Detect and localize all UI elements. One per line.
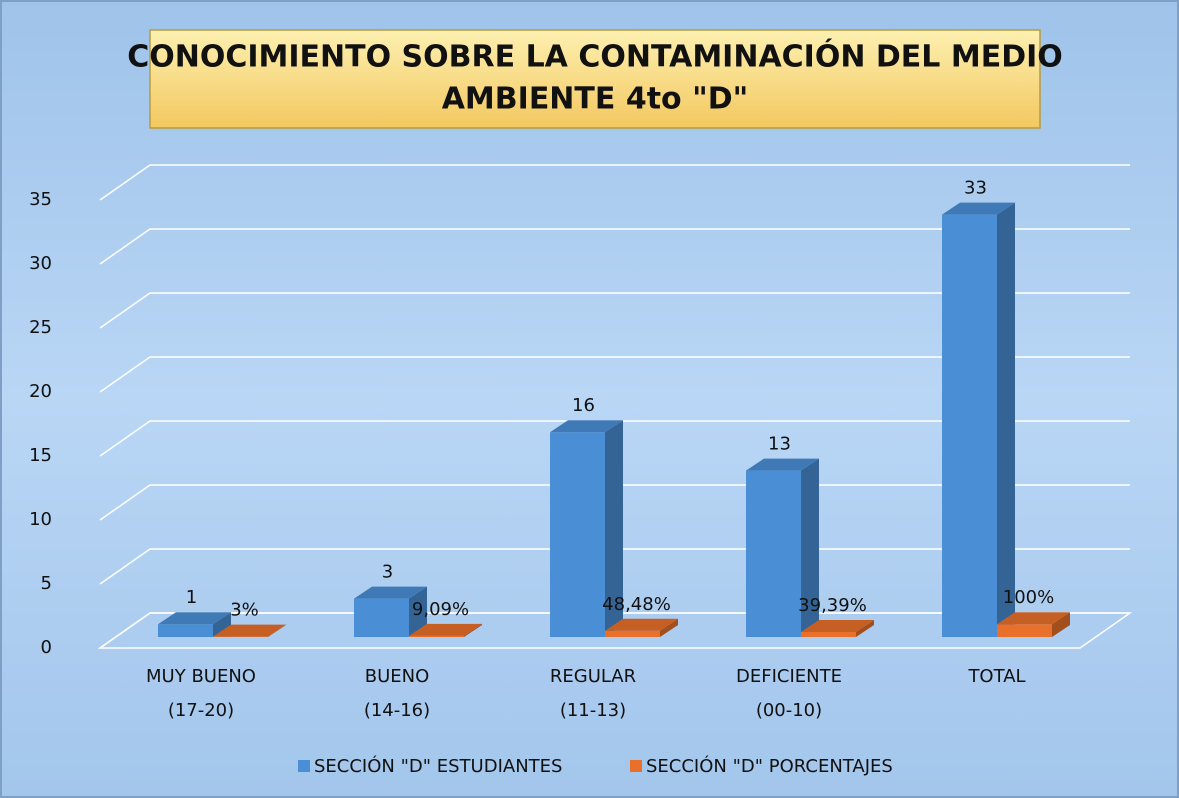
bar [550, 420, 623, 637]
grid-line [99, 228, 1130, 265]
chart-title: AMBIENTE 4to "D" [442, 82, 749, 117]
data-label: 3 [382, 562, 393, 583]
bar-face [550, 432, 605, 637]
bar-face [213, 612, 231, 637]
title-box [149, 29, 1041, 129]
x-tick-label: (11-13) [560, 700, 626, 721]
bar-face [942, 202, 1015, 215]
x-tick-label: REGULAR [550, 666, 636, 687]
data-label: 3% [230, 600, 259, 621]
chart-title: CONOCIMIENTO SOBRE LA CONTAMINACIÓN DEL … [127, 38, 1063, 75]
bar-face [605, 630, 660, 637]
data-label: 13 [768, 434, 791, 455]
legend-swatch [298, 760, 310, 772]
bar-face [801, 458, 819, 637]
grid-line [99, 356, 1130, 393]
bar [746, 458, 819, 637]
bar-face [660, 618, 678, 637]
bar-face [213, 624, 286, 637]
bar [605, 618, 678, 637]
y-tick-label: 5 [41, 573, 52, 594]
bar [409, 623, 482, 637]
bar-face [409, 635, 464, 637]
bar-face [1052, 612, 1070, 637]
bar [997, 612, 1070, 637]
bar-face [997, 612, 1070, 625]
bar-face [354, 586, 427, 599]
y-tick-label: 15 [29, 445, 52, 466]
bar-face [801, 619, 874, 632]
grid-line [99, 164, 1130, 201]
bar-face [942, 214, 997, 637]
bar-face [464, 623, 482, 637]
x-tick-label: DEFICIENTE [736, 666, 842, 687]
bar-face [605, 618, 678, 631]
y-tick-label: 35 [29, 189, 52, 210]
data-label: 16 [572, 395, 595, 416]
bar [942, 202, 1015, 637]
y-tick-label: 20 [29, 381, 52, 402]
x-tick-label: (00-10) [756, 700, 822, 721]
bar-face [997, 202, 1015, 637]
bar-face [856, 619, 874, 637]
bar [213, 624, 286, 637]
bar-face [746, 470, 801, 637]
x-tick-label: (14-16) [364, 700, 430, 721]
bar-face [605, 420, 623, 637]
data-label: 39,39% [798, 595, 867, 616]
bar-face [409, 586, 427, 637]
y-tick-label: 10 [29, 509, 52, 530]
bar [801, 619, 874, 637]
bar-face [354, 598, 409, 637]
y-tick-label: 25 [29, 317, 52, 338]
bar-face [550, 420, 623, 433]
bar-face [158, 612, 231, 625]
y-tick-label: 0 [41, 637, 52, 658]
bar-face [158, 624, 213, 637]
bar-face [409, 623, 482, 636]
bar-face [997, 624, 1052, 637]
y-tick-label: 30 [29, 253, 52, 274]
data-label: 1 [186, 587, 197, 608]
x-tick-label: BUENO [365, 666, 430, 687]
bar [158, 612, 231, 637]
grid-line [99, 292, 1130, 329]
data-label: 100% [1003, 587, 1054, 608]
grid-line [99, 420, 1130, 457]
data-label: 33 [964, 178, 987, 199]
bar-face [268, 624, 286, 637]
bar-face [746, 458, 819, 471]
data-label: 48,48% [602, 594, 671, 615]
legend-label: SECCIÓN "D" ESTUDIANTES [314, 755, 562, 777]
bar [354, 586, 427, 637]
x-tick-label: TOTAL [967, 666, 1025, 687]
data-label: 9,09% [412, 599, 469, 620]
x-tick-label: (17-20) [168, 700, 234, 721]
legend-label: SECCIÓN "D" PORCENTAJES [646, 755, 893, 777]
bar-face [801, 631, 856, 637]
x-tick-label: MUY BUENO [146, 666, 256, 687]
legend-swatch [630, 760, 642, 772]
